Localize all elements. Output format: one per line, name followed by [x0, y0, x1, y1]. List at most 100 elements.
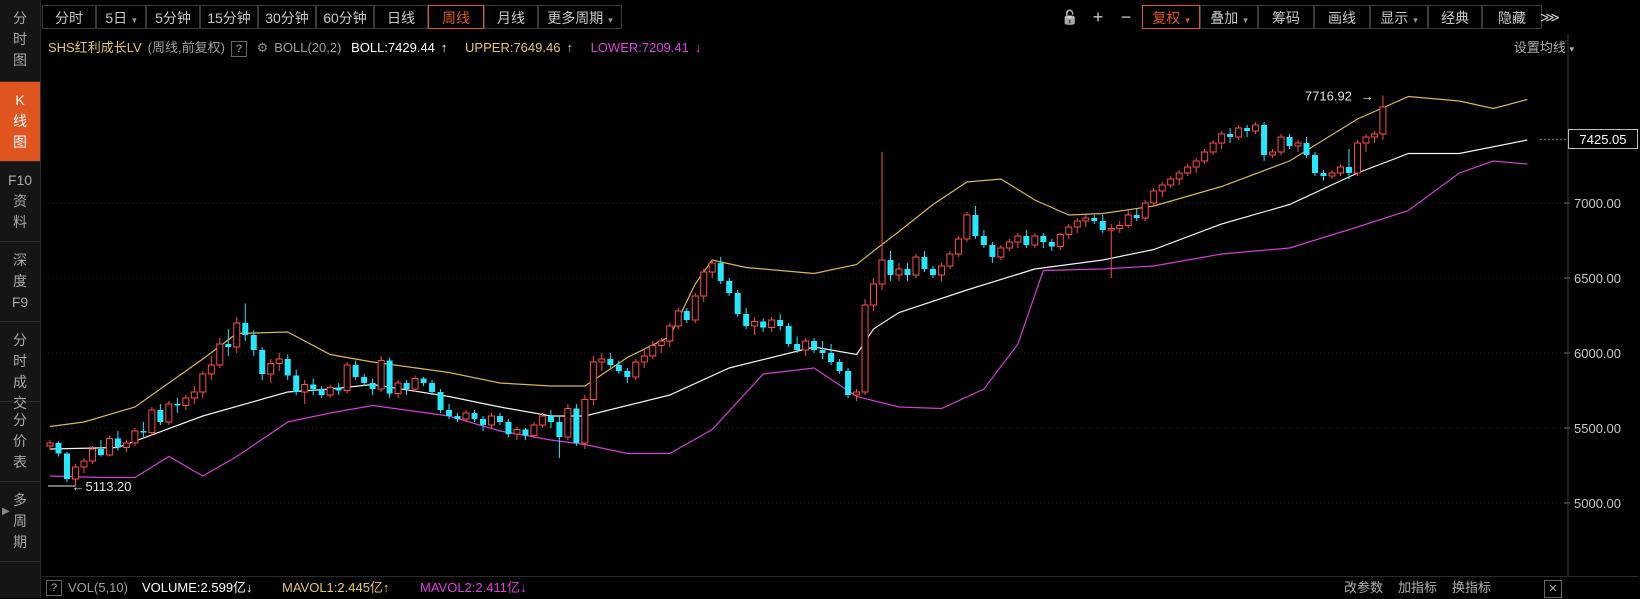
period-button-9[interactable]: 更多周期 ▾ [538, 5, 622, 29]
candle-up [1065, 226, 1073, 235]
candle-down [454, 416, 461, 419]
candle-up [997, 247, 1005, 258]
upper-value: UPPER:7649.46 [465, 40, 561, 55]
mavol1-value: MAVOL1:2.445亿 [282, 580, 383, 595]
close-icon[interactable]: ✕ [1544, 580, 1562, 598]
period-button-8[interactable]: 月线 [484, 5, 538, 29]
ma-setting-button[interactable]: 设置均线 ▾ [1513, 40, 1574, 55]
edit-params-button[interactable]: 改参数 [1344, 580, 1384, 595]
zoom-in-icon[interactable]: + [1092, 7, 1104, 27]
vol-label[interactable]: VOL(5,10) [68, 580, 128, 595]
candle-down [1303, 143, 1310, 155]
toolbar-right-button-1[interactable]: 叠加 ▾ [1200, 5, 1258, 29]
period-button-5[interactable]: 60分钟 [316, 5, 374, 29]
candle-down [97, 449, 104, 455]
candle-up [1277, 136, 1285, 153]
candle-down [446, 410, 453, 416]
period-button-0[interactable]: 分时 [42, 5, 96, 29]
candle-down [760, 321, 767, 328]
zoom-out-icon[interactable]: − [1120, 7, 1132, 27]
candle-down [403, 383, 410, 389]
period-button-7[interactable]: 周线 [428, 5, 484, 29]
toolbar-right-button-6[interactable]: 隐藏 [1482, 5, 1542, 29]
boll-mid-line [49, 139, 1528, 450]
candle-up [937, 265, 945, 276]
toolbar-right-button-5[interactable]: 经典 [1428, 5, 1482, 29]
candle-up [105, 438, 113, 456]
add-indicator-button[interactable]: 加指标 [1398, 580, 1438, 595]
gear-icon[interactable]: ⚙ [256, 40, 269, 55]
candle-up [1031, 235, 1039, 246]
period-button-6[interactable]: 日线 [374, 5, 428, 29]
tab-0[interactable]: 分时图 [0, 0, 40, 82]
current-price-box: 7425.05 [1568, 129, 1638, 150]
period-button-2[interactable]: 5分钟 [146, 5, 200, 29]
tab-6[interactable]: 多周期 [0, 482, 40, 562]
help-icon[interactable]: ? [230, 41, 247, 57]
mavol2-arrow: ↓ [519, 580, 527, 595]
candle-up [1073, 220, 1081, 228]
candle-up [657, 340, 665, 346]
period-button-1[interactable]: 5日 ▾ [96, 5, 146, 29]
candle-down [63, 453, 70, 479]
candle-down [1261, 125, 1268, 155]
y-tick-label: 6000.00 [1574, 346, 1621, 361]
candle-down [717, 263, 724, 281]
toolbar-right-button-4[interactable]: 显示 ▾ [1370, 5, 1428, 29]
candle-down [420, 378, 427, 383]
candle-up [1353, 142, 1361, 174]
candle-down [683, 311, 690, 320]
candle-up [377, 360, 385, 390]
candle-down [1133, 215, 1140, 218]
candle-up [46, 442, 54, 447]
candle-down [471, 413, 478, 419]
candle-down [174, 404, 181, 406]
period-button-4[interactable]: 30分钟 [258, 5, 316, 29]
candle-down [615, 365, 622, 371]
candle-up [1192, 160, 1200, 168]
toolbar-right-button-2[interactable]: 筹码 [1258, 5, 1314, 29]
candle-down [1091, 218, 1098, 221]
candle-up [1141, 202, 1149, 219]
toolbar-right-button-3[interactable]: 画线 [1314, 5, 1370, 29]
switch-indicator-button[interactable]: 换指标 [1452, 580, 1492, 595]
candle-up [1370, 133, 1378, 138]
candle-down [785, 326, 792, 344]
candle-down [496, 416, 503, 422]
candle-up [394, 382, 402, 394]
candle-up [1175, 172, 1183, 180]
candle-up [963, 214, 971, 240]
candle-down [140, 431, 147, 433]
lower-band-line [49, 160, 1528, 479]
candle-up [1328, 172, 1336, 177]
toolbar-right-button-0[interactable]: 复权 ▾ [1142, 5, 1200, 29]
candle-up [216, 343, 224, 366]
period-button-3[interactable]: 15分钟 [200, 5, 258, 29]
candle-down [352, 365, 359, 377]
boll-label[interactable]: BOLL(20,2) [274, 40, 342, 55]
tab-3[interactable]: 深度 F9 [0, 242, 40, 322]
candles [46, 95, 1387, 487]
price-axis: 7000.00 6500.00 6000.00 5500.00 5000.00 [1564, 34, 1621, 576]
candle-down [318, 389, 325, 395]
candle-up [598, 358, 606, 363]
left-tab-strip: 分时图 K 线图 F10 资料深度 F9 分时成交分价表多周期 [0, 0, 41, 598]
candle-down [1099, 221, 1106, 230]
candle-up [1082, 217, 1090, 222]
tab-4[interactable]: 分时成交 [0, 322, 40, 411]
candle-down [1048, 242, 1055, 247]
candle-up [691, 295, 699, 321]
candle-up [895, 268, 903, 276]
tab-5[interactable]: 分价表 [0, 402, 40, 482]
volume-help-icon[interactable]: ? [46, 580, 62, 596]
candle-down [845, 371, 852, 395]
collapse-toolbar-icon[interactable]: ⋙ [1540, 9, 1560, 25]
collapse-left-icon[interactable]: ▶ [2, 506, 10, 517]
tab-2[interactable]: F10 资料 [0, 162, 40, 242]
candle-down [921, 257, 928, 269]
candle-down [284, 359, 291, 376]
unlock-icon[interactable]: 🔓 [1061, 9, 1079, 25]
candle-down [335, 387, 342, 391]
